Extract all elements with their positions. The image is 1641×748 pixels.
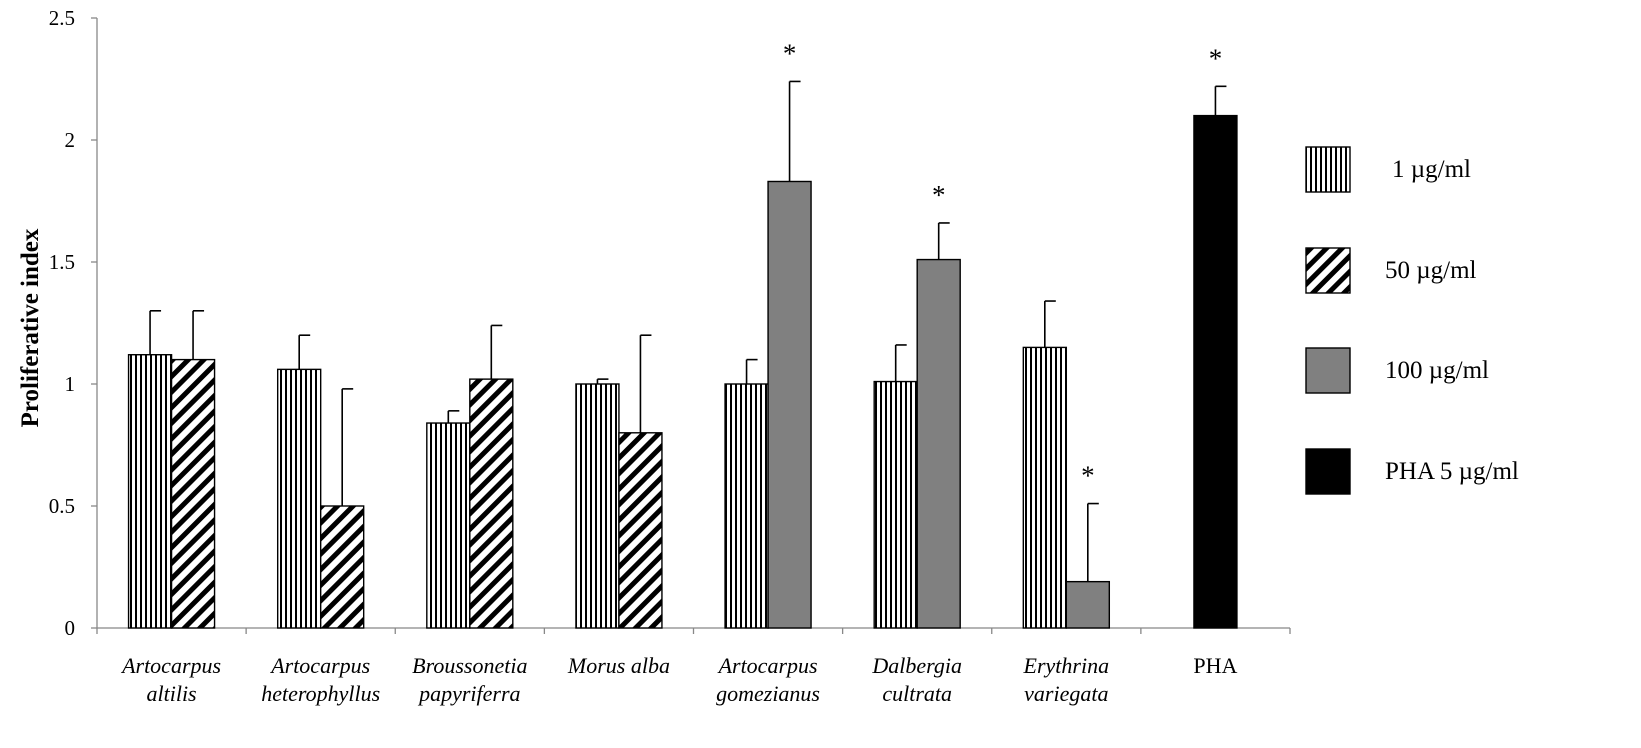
bar (618, 432, 663, 629)
x-category-label: Broussonetia (412, 653, 527, 678)
bar (276, 368, 322, 629)
bar (873, 380, 918, 629)
axes: 0 0.5 1 1.5 2 2.5 (49, 6, 1291, 640)
x-category-label: variegata (1024, 681, 1108, 706)
bar (426, 422, 471, 629)
bar (1022, 346, 1068, 629)
significance-star: * (932, 180, 946, 210)
bar (767, 180, 812, 629)
x-category-label: papyriferra (417, 681, 520, 706)
bar (127, 354, 173, 629)
y-tick-label: 0 (65, 616, 76, 640)
legend-swatch (1305, 146, 1351, 193)
legend-label: 100 µg/ml (1385, 357, 1489, 384)
x-category-label: gomezianus (716, 681, 820, 706)
x-category-label: Erythrina (1023, 653, 1110, 678)
legend-swatch (1305, 448, 1351, 495)
bar (319, 505, 365, 629)
significance-star: * (1209, 43, 1223, 73)
bar (916, 258, 961, 629)
x-category-label: altilis (147, 681, 197, 706)
x-category-label: Morus alba (567, 653, 670, 678)
legend: 1 µg/ml 50 µg/ml 100 µg/ml PHA 5 µg/ml (1305, 146, 1519, 495)
x-category-label: Artocarpus (717, 653, 818, 678)
bar (575, 383, 620, 629)
bar (1065, 580, 1111, 629)
significance-star: * (783, 38, 797, 68)
y-tick-label: 0.5 (49, 494, 75, 518)
bars: * * * * (127, 38, 1238, 629)
legend-swatch (1305, 247, 1351, 294)
y-tick-label: 2.5 (49, 6, 75, 30)
legend-label: PHA 5 µg/ml (1385, 458, 1519, 485)
x-category-label: Dalbergia (871, 653, 962, 678)
legend-label: 1 µg/ml (1392, 156, 1471, 183)
legend-swatch (1305, 347, 1351, 394)
significance-star: * (1081, 461, 1095, 491)
x-category-label: cultrata (882, 681, 952, 706)
x-category-label: Artocarpus (120, 653, 221, 678)
bar (469, 378, 514, 629)
y-axis-title: Proliferative index (17, 228, 44, 427)
bar (724, 383, 769, 629)
x-category-label: Artocarpus (269, 653, 370, 678)
x-category-label: heterophyllus (261, 681, 380, 706)
y-tick-label: 1 (65, 372, 76, 396)
y-tick-label: 2 (65, 128, 76, 152)
x-category-label: PHA (1193, 653, 1237, 678)
category-labels: Artocarpus altilis Artocarpus heterophyllus… (120, 653, 1237, 706)
legend-label: 50 µg/ml (1385, 257, 1477, 284)
bar (170, 358, 216, 629)
y-tick-label: 1.5 (49, 250, 75, 274)
bar (1193, 114, 1238, 629)
